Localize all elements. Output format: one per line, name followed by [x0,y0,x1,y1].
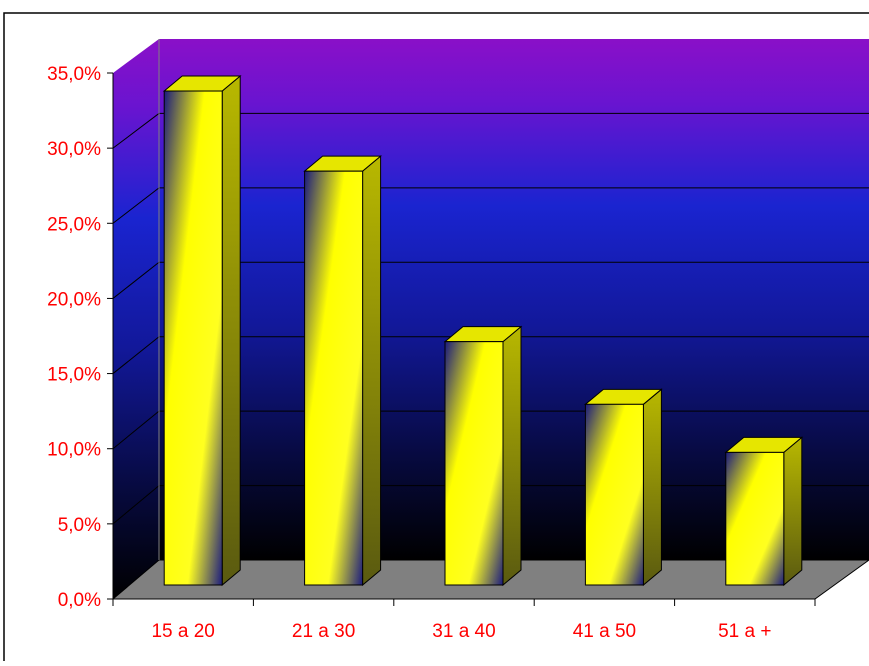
y-tick-label: 30,0% [47,139,101,160]
x-tick-label: 51 a + [718,621,771,642]
x-tick-label: 15 a 20 [151,621,214,642]
x-axis: 15 a 20 21 a 30 31 a 40 41 a 50 51 a + [112,598,816,642]
bar-2 [303,155,382,587]
bar-face [444,341,504,586]
x-tick-label: 41 a 50 [573,621,636,642]
x-tick-label: 21 a 30 [292,621,355,642]
side-wall [113,39,159,599]
y-tick-label: 5,0% [58,515,101,536]
bar-5 [724,436,804,587]
bar-face [304,170,364,586]
bar-4 [584,388,663,587]
y-tick-label: 35,0% [47,64,101,85]
bar-side [502,325,522,587]
x-tick-label: 31 a 40 [432,621,495,642]
y-axis: 0,0% 5,0% 10,0% 15,0% 20,0% 25,0% 30,0% 35,0% [47,64,114,611]
bar-1 [162,74,242,587]
y-tick-label: 10,0% [47,440,101,461]
bar-face [725,451,785,586]
bar-side [642,388,662,587]
bar-face [163,90,223,586]
y-tick-label: 0,0% [58,590,101,611]
bars [162,74,804,587]
bar-face [584,403,644,586]
y-tick-label: 25,0% [47,214,101,235]
bar-side [221,74,241,587]
bar-3 [443,325,523,587]
bar-side [783,436,803,587]
bar-side [362,155,382,587]
y-tick-label: 20,0% [47,289,101,310]
y-tick-label: 15,0% [47,365,101,386]
